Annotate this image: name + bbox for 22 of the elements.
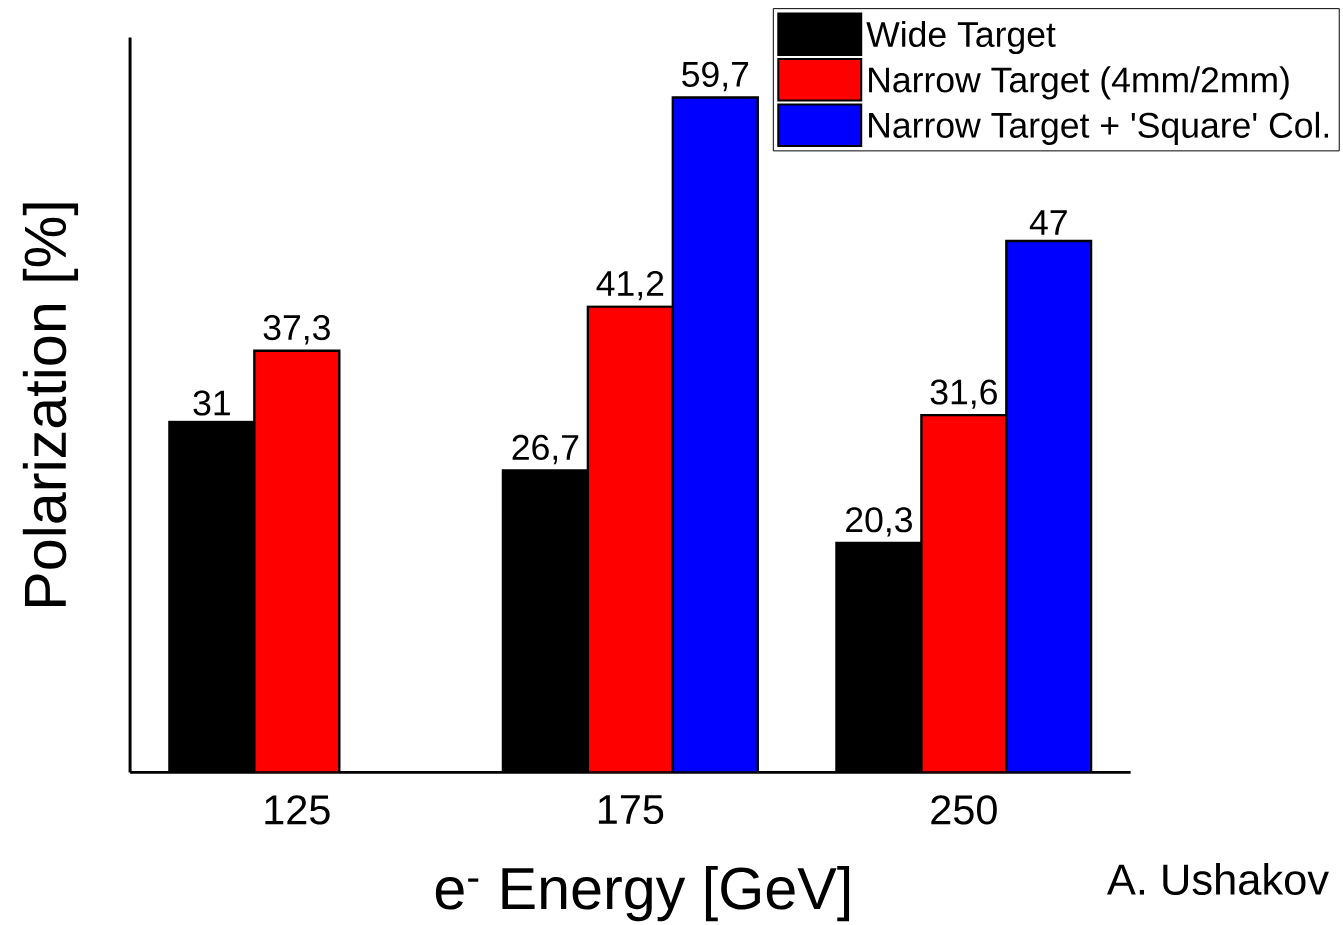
x-axis-title: e$^{-}$ Energy [GeV] (435, 866, 850, 922)
data-label: 47 (1029, 210, 1067, 235)
text: A. Ushakov (1106, 863, 1329, 896)
legend-label: Narrow Target (4mm/2mm) (869, 66, 1289, 100)
x-tick-label: 125 (265, 795, 330, 825)
data-label: 31 (193, 390, 230, 416)
x-tick-label: 175 (598, 795, 664, 825)
bar (1005, 240, 1093, 773)
data-label: 20,3 (846, 507, 912, 537)
bar (253, 349, 341, 773)
data-label: 59,7 (682, 61, 749, 92)
data-label: 26,7 (512, 435, 579, 465)
bar (586, 305, 675, 773)
data-label: 37,3 (263, 315, 330, 345)
legend-label: Narrow Target + 'Square' Col. (869, 112, 1329, 146)
bar (920, 414, 1008, 773)
y-axis-title: Polarization [%] (22, 203, 79, 607)
x-tick-label: 250 (931, 795, 997, 825)
legend-label: Wide Target (866, 21, 1056, 55)
bar (671, 96, 759, 773)
data-label: 31,6 (930, 379, 997, 410)
data-label: 41,2 (596, 271, 664, 301)
